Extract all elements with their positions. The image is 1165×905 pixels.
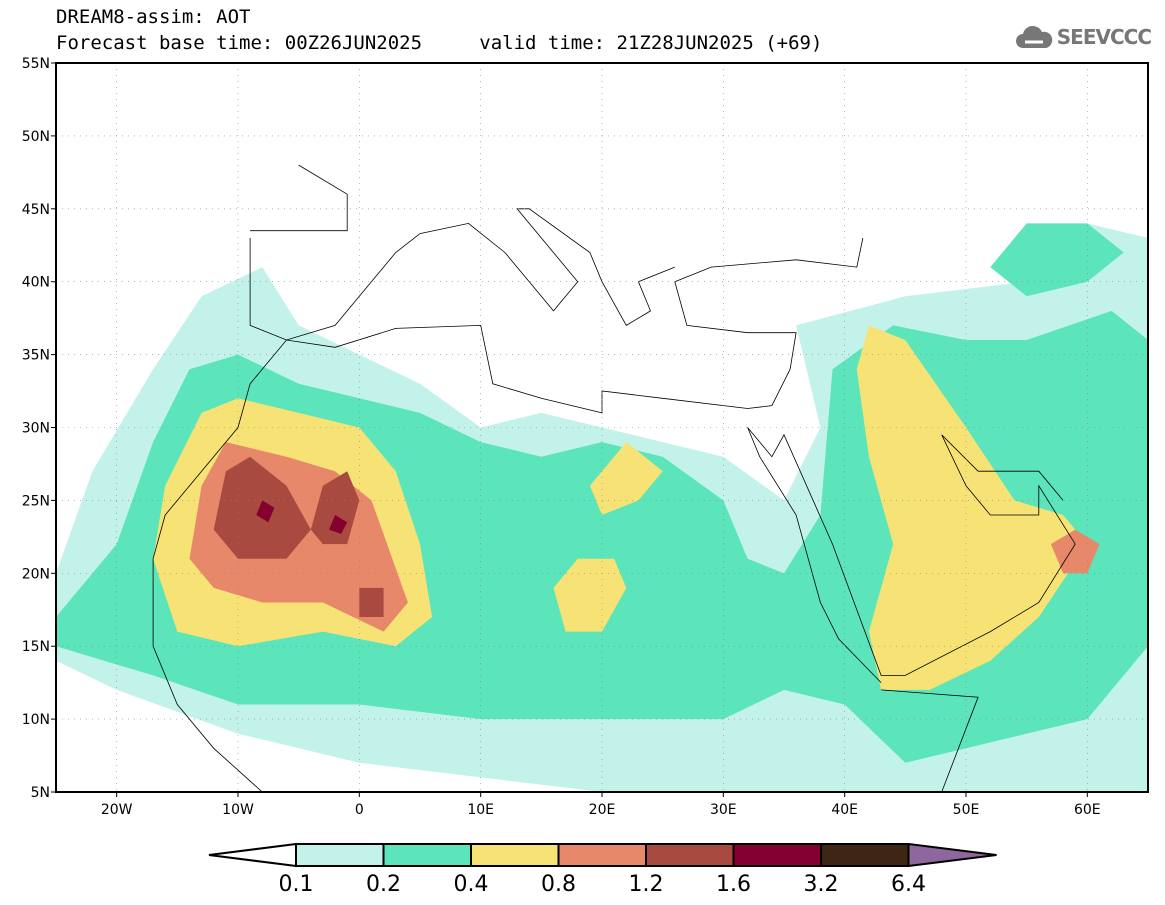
colorbar [208,842,997,868]
lat-tick-label: 10N [22,712,50,728]
coastline [881,689,979,793]
colorbar-label: 0.4 [453,872,489,897]
aot-contour-level-6 [256,500,275,523]
lat-tick-label: 55N [22,56,50,72]
lon-tick-label: 60E [1074,802,1101,818]
colorbar-swatch [470,843,560,867]
lat-tick-label: 40N [22,275,50,291]
colorbar-over-arrow [907,842,997,868]
colorbar-under-arrow [208,842,297,868]
aot-contour-level-6 [329,515,348,534]
colorbar-label: 3.2 [803,872,839,897]
coastline [152,558,263,793]
coastline [250,164,348,232]
aot-contour-level-2 [990,223,1124,297]
coastline [747,427,882,683]
lat-tick-label: 25N [22,493,50,509]
aot-contours [56,223,1148,792]
lon-tick-label: 40E [831,802,858,818]
gridlines [56,63,1148,792]
lat-tick-label: 5N [31,785,50,801]
logo-text: SEEVCCC [1056,25,1152,49]
colorbar-label: 1.2 [628,872,664,897]
colorbar-swatch [645,843,735,867]
lat-tick-label: 50N [22,129,50,145]
lat-tick-label: 15N [22,639,50,655]
lon-tick-label: 30E [710,802,737,818]
lat-tick-label: 20N [22,566,50,582]
valid-time: valid time: 21Z28JUN2025 (+69) [479,32,823,54]
lon-tick-label: 50E [953,802,980,818]
aot-contour-level-4 [1050,529,1100,574]
colorbar-label: 1.6 [716,872,751,897]
colorbar-swatch [557,843,647,867]
lat-tick-label: 30N [22,421,50,437]
lon-tick-label: 0 [355,802,364,818]
aot-contour-level-5 [359,587,384,617]
colorbar-label: 6.4 [891,872,926,897]
axis-ticks: 55N 50N 45N 40N 35N 30N 25N 20N 15N 10N 5N 20W 10W 0 1… [22,56,1101,818]
time-info: Forecast base time: 00Z26JUN2025 valid t… [56,32,822,54]
colorbar-swatch [382,843,472,867]
colorbar-label: 0.2 [366,872,401,897]
base-time: Forecast base time: 00Z26JUN2025 [56,32,423,54]
colorbar-label: 0.1 [278,872,314,897]
cloud-icon [1015,25,1052,48]
coastline [747,427,1076,676]
lat-tick-label: 45N [22,202,50,218]
lon-tick-label: 10W [222,802,254,818]
seevccc-logo: SEEVCCC [1015,24,1152,50]
chart-title: DREAM8-assim: AOT [56,6,251,28]
aot-contour-level-5 [310,471,360,545]
aot-contour-level-3 [856,325,1088,690]
colorbar-swatch [732,843,822,867]
colorbar-label: 0.8 [541,872,576,897]
colorbar-swatch [820,843,910,867]
lon-tick-label: 20E [589,802,616,818]
coastline [249,208,675,341]
lat-tick-label: 35N [22,348,50,364]
lon-tick-label: 10E [467,802,494,818]
aot-contour-level-3 [553,558,627,632]
lon-tick-label: 20W [101,802,133,818]
aot-contour-level-3 [589,442,663,515]
colorbar-swatch [295,843,385,867]
